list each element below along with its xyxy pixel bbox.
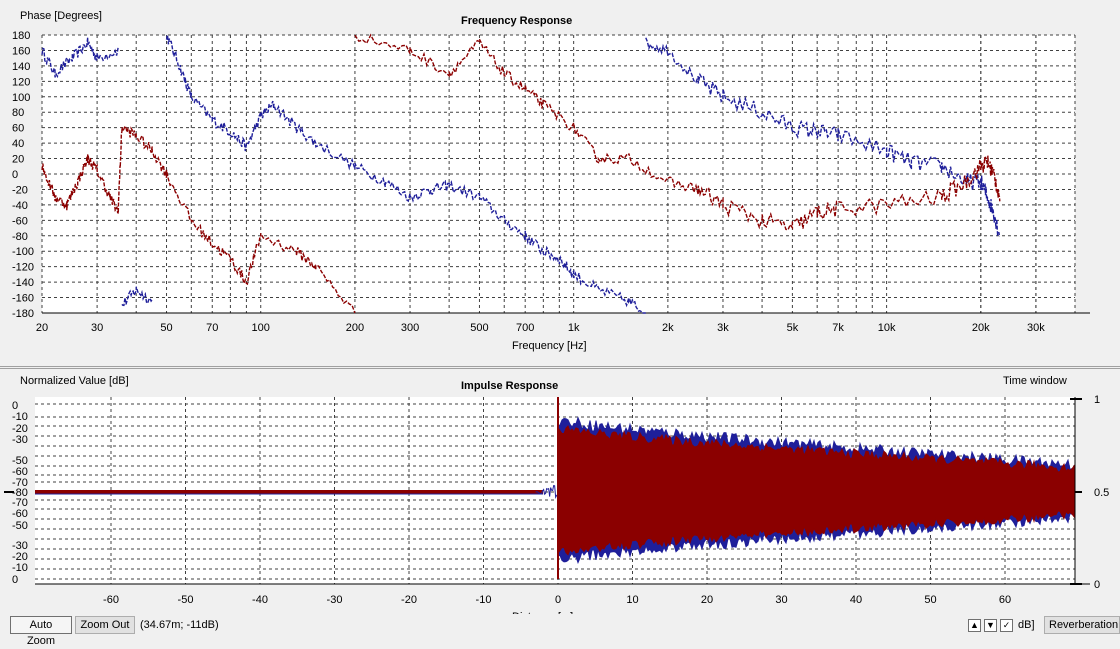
distance-tick-label: -10 bbox=[476, 594, 492, 606]
distance-tick-label: -20 bbox=[401, 594, 417, 606]
db-tick-label: 0 bbox=[12, 574, 18, 586]
db-tick-label: -20 bbox=[12, 551, 28, 563]
phase-tick-label: 0 bbox=[12, 169, 18, 181]
frequency-tick-label: 1k bbox=[568, 322, 580, 334]
distance-tick-label: 50 bbox=[924, 594, 936, 606]
distance-tick-label: -50 bbox=[178, 594, 194, 606]
impulse-response-panel: Normalized Value [dB] Impulse Response T… bbox=[0, 368, 1120, 623]
arrow-up-button[interactable]: ▲ bbox=[968, 619, 981, 632]
distance-tick-label: 60 bbox=[999, 594, 1011, 606]
phase-tick-label: -100 bbox=[12, 246, 34, 258]
phase-axis-label: Phase [Degrees] bbox=[20, 10, 102, 22]
arrow-down-button[interactable]: ▼ bbox=[984, 619, 997, 632]
db-tick-label: -60 bbox=[12, 466, 28, 478]
impulse-flat-red bbox=[35, 490, 544, 494]
frequency-tick-label: 500 bbox=[470, 322, 488, 334]
time-window-label: Time window bbox=[1003, 375, 1067, 387]
phase-tick-label: 60 bbox=[12, 123, 24, 135]
distance-tick-label: 30 bbox=[775, 594, 787, 606]
phase-series-blue bbox=[41, 34, 1001, 314]
distance-tick-label: 0 bbox=[555, 594, 561, 606]
frequency-tick-label: 20 bbox=[36, 322, 48, 334]
distance-tick-label: -40 bbox=[252, 594, 268, 606]
frequency-tick-label: 30k bbox=[1027, 322, 1045, 334]
frequency-tick-label: 700 bbox=[516, 322, 534, 334]
normalized-value-axis-label: Normalized Value [dB] bbox=[20, 375, 129, 387]
frequency-tick-label: 7k bbox=[832, 322, 844, 334]
impulse-envelope-red bbox=[557, 425, 1075, 556]
frequency-tick-label: 200 bbox=[346, 322, 364, 334]
frequency-response-panel: Phase [Degrees] Frequency Response Frequ… bbox=[0, 0, 1120, 367]
db-tick-label: -60 bbox=[12, 508, 28, 520]
db-tick-label: -50 bbox=[12, 455, 28, 467]
zoom-out-button[interactable]: Zoom Out bbox=[75, 616, 135, 634]
frequency-tick-label: 100 bbox=[252, 322, 270, 334]
phase-tick-label: -140 bbox=[12, 277, 34, 289]
frequency-tick-label: 20k bbox=[972, 322, 990, 334]
frequency-tick-label: 50 bbox=[160, 322, 172, 334]
frequency-grid bbox=[41, 34, 1076, 314]
phase-tick-label: -120 bbox=[12, 262, 34, 274]
db-tick-label: -30 bbox=[12, 434, 28, 446]
db-tick-label: -10 bbox=[12, 562, 28, 574]
time-window-tick-label: 1 bbox=[1094, 394, 1100, 406]
cursor-readout: (34.67m; -11dB) bbox=[140, 619, 219, 631]
time-window-tick-label: 0.5 bbox=[1094, 487, 1109, 499]
frequency-axis-label: Frequency [Hz] bbox=[512, 340, 587, 352]
time-window-tick-label: 0 bbox=[1094, 579, 1100, 591]
frequency-response-title: Frequency Response bbox=[461, 15, 573, 27]
frequency-tick-label: 70 bbox=[206, 322, 218, 334]
distance-tick-label: -60 bbox=[103, 594, 119, 606]
phase-tick-label: 120 bbox=[12, 76, 30, 88]
db-tick-label: -80 bbox=[12, 487, 28, 499]
frequency-tick-label: 5k bbox=[787, 322, 799, 334]
db-tick-label: -10 bbox=[12, 411, 28, 423]
db-tick-label: -70 bbox=[12, 477, 28, 489]
distance-tick-label: 10 bbox=[626, 594, 638, 606]
phase-series-red bbox=[41, 33, 1001, 314]
phase-tick-label: -60 bbox=[12, 215, 28, 227]
impulse-response-title: Impulse Response bbox=[461, 380, 559, 392]
db-checkbox[interactable]: ✓ bbox=[1000, 619, 1013, 632]
distance-tick-label: 40 bbox=[850, 594, 862, 606]
phase-tick-label: -40 bbox=[12, 200, 28, 212]
phase-tick-label: 140 bbox=[12, 61, 30, 73]
distance-tick-label: -30 bbox=[327, 594, 343, 606]
reverberation-button[interactable]: Reverberation bbox=[1044, 616, 1120, 634]
phase-tick-label: 20 bbox=[12, 154, 24, 166]
db-tick-label: 0 bbox=[12, 400, 18, 412]
db-tick-label: -20 bbox=[12, 423, 28, 435]
phase-tick-label: -20 bbox=[12, 184, 28, 196]
auto-zoom-button[interactable]: Auto Zoom bbox=[10, 616, 72, 647]
frequency-tick-label: 3k bbox=[717, 322, 729, 334]
phase-tick-label: 180 bbox=[12, 30, 30, 42]
phase-tick-label: -180 bbox=[12, 308, 34, 320]
db-tick-label: -50 bbox=[12, 520, 28, 532]
phase-tick-label: 80 bbox=[12, 107, 24, 119]
frequency-tick-label: 30 bbox=[91, 322, 103, 334]
status-bar: Auto Zoom Zoom Out (34.67m; -11dB) ▲ ▼ ✓… bbox=[0, 614, 1120, 647]
db-label: dB] bbox=[1018, 619, 1035, 631]
phase-tick-label: 100 bbox=[12, 92, 30, 104]
phase-tick-label: -80 bbox=[12, 231, 28, 243]
frequency-tick-label: 10k bbox=[878, 322, 896, 334]
phase-tick-label: -160 bbox=[12, 293, 34, 305]
phase-tick-label: 40 bbox=[12, 138, 24, 150]
frequency-tick-label: 2k bbox=[662, 322, 674, 334]
frequency-tick-label: 300 bbox=[401, 322, 419, 334]
phase-tick-label: 160 bbox=[12, 45, 30, 57]
pre-ringing bbox=[535, 485, 558, 500]
db-tick-label: -70 bbox=[12, 497, 28, 509]
distance-tick-label: 20 bbox=[701, 594, 713, 606]
frequency-response-chart[interactable]: 180160140120100806040200-20-40-60-80-100… bbox=[0, 0, 1120, 366]
db-tick-label: -30 bbox=[12, 540, 28, 552]
impulse-response-chart[interactable]: 0-10-20-30-50-60-70-80-70-60-50-30-20-10… bbox=[0, 369, 1120, 615]
